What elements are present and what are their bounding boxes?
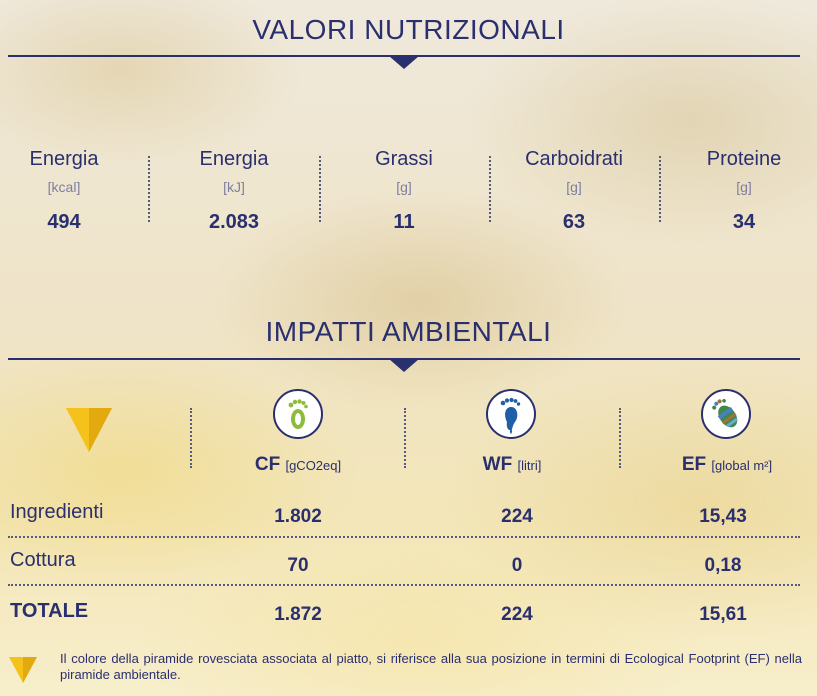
nutrition-value: 63 [562, 211, 586, 233]
carbon-footprint-icon [273, 389, 323, 439]
nutrition-item-fat: Grassi [g] 11 [329, 148, 479, 234]
impact-title: IMPATTI AMBIENTALI [265, 316, 552, 347]
column-header-ef: EF [global m²] [637, 454, 817, 476]
column-separator [619, 408, 621, 468]
row-label-ingredients: Ingredienti [10, 501, 104, 523]
water-footprint-icon [486, 389, 536, 439]
nutrition-item-energy-kcal: Energia [kcal] 494 [0, 148, 139, 234]
nutrition-item-energy-kj: Energia [kJ] 2.083 [159, 148, 309, 234]
table-cell: 1.872 [274, 604, 322, 625]
row-label-cooking: Cottura [10, 549, 76, 571]
nutrition-item-protein: Proteine [g] 34 [669, 148, 817, 234]
row-label-total: TOTALE [10, 600, 89, 622]
column-unit: [global m²] [711, 458, 773, 473]
inverted-pyramid-icon [66, 408, 112, 452]
column-separator [190, 408, 192, 468]
column-header-cf: CF [gCO2eq] [208, 454, 388, 476]
table-cell: 1.802 [274, 506, 322, 527]
footnote-text: Il colore della piramide rovesciata asso… [60, 651, 802, 682]
nutrition-value: 2.083 [208, 211, 260, 233]
column-separator [148, 156, 150, 222]
impact-divider-arrow [389, 359, 419, 372]
column-abbr: WF [482, 454, 513, 475]
table-cell: 0 [511, 555, 523, 576]
nutrition-unit: [kJ] [223, 179, 245, 195]
nutrition-item-carbs: Carboidrati [g] 63 [499, 148, 649, 234]
table-cell: 224 [501, 604, 533, 625]
nutrition-unit: [g] [566, 179, 582, 195]
footnote-pyramid-icon [9, 657, 37, 683]
column-abbr: EF [681, 454, 707, 475]
nutrition-label: Grassi [375, 148, 433, 170]
nutrition-value: 11 [393, 211, 415, 233]
nutrition-value: 34 [732, 211, 756, 233]
nutrition-value: 494 [47, 211, 81, 233]
table-cell: 70 [287, 555, 309, 576]
column-separator [404, 408, 406, 468]
table-cell: 224 [501, 506, 533, 527]
nutrition-label: Energia [29, 148, 99, 170]
ecological-footprint-icon [701, 389, 751, 439]
nutrition-label: Energia [199, 148, 269, 170]
table-cell: 15,61 [699, 604, 747, 625]
table-cell: 0,18 [704, 555, 742, 576]
nutrition-label: Proteine [706, 148, 782, 170]
row-separator [8, 584, 800, 586]
column-unit: [gCO2eq] [285, 458, 342, 473]
column-separator [319, 156, 321, 222]
column-unit: [litri] [517, 458, 542, 473]
row-separator [8, 536, 800, 538]
column-separator [489, 156, 491, 222]
nutrition-label: Carboidrati [525, 148, 623, 170]
nutrition-title: VALORI NUTRIZIONALI [252, 14, 565, 45]
nutrition-unit: [kcal] [47, 179, 81, 195]
nutrition-unit: [g] [396, 179, 412, 195]
nutrition-divider-arrow [389, 56, 419, 69]
column-separator [659, 156, 661, 222]
column-header-wf: WF [litri] [422, 454, 602, 476]
table-cell: 15,43 [699, 506, 747, 527]
column-abbr: CF [254, 454, 281, 475]
nutrition-unit: [g] [736, 179, 752, 195]
